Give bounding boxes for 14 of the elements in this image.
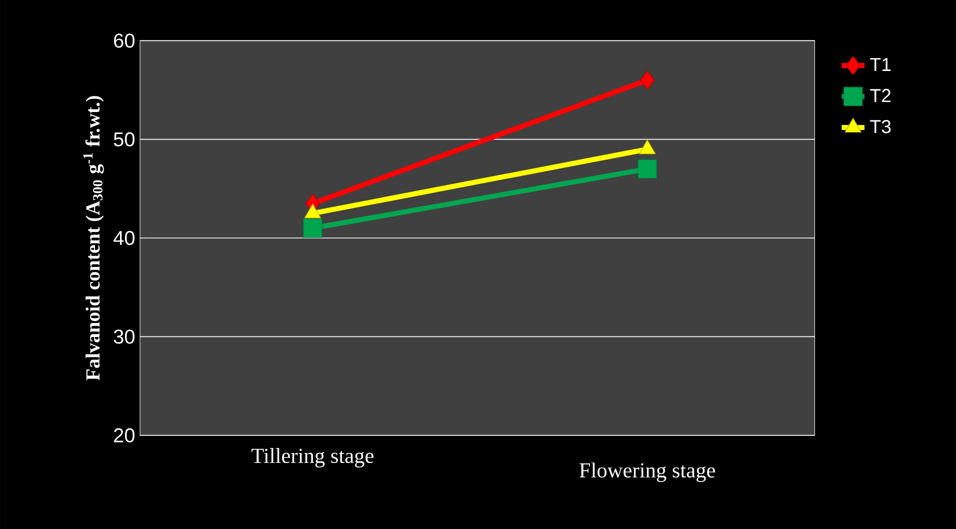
y-tick-label: 20 (114, 428, 134, 442)
y-tick-label: 30 (114, 329, 134, 344)
legend-label: T1 (870, 58, 891, 71)
y-tick-label: 40 (114, 230, 134, 245)
legend-label: T3 (870, 120, 891, 134)
point (640, 70, 655, 90)
point (638, 159, 658, 178)
legend-label: T2 (870, 88, 891, 102)
point (303, 218, 322, 238)
x-tick-label: Flowering stage (580, 462, 716, 482)
y-tick-label: 50 (114, 132, 134, 146)
x-tick-label: Tillering stage (252, 448, 374, 468)
y-axis-title: Falvanoid content (A$_{300}$ g$^{-1}$ fr.wt.) (83, 96, 104, 380)
y-tick-label: 60 (114, 33, 134, 48)
